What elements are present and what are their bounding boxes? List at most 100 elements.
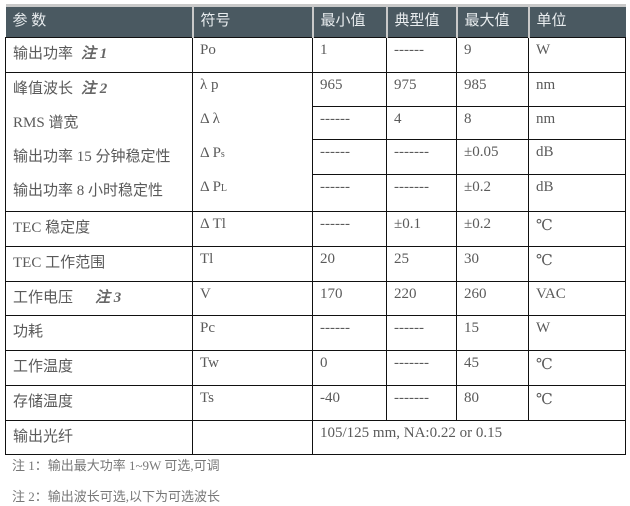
header-unit: 单位 <box>527 5 626 38</box>
max-cell: 30 <box>456 246 529 282</box>
param-group-cell: 峰值波长注 2 RMS 谱宽 输出功率 15 分钟稳定性 输出功率 8 小时稳定… <box>5 72 193 212</box>
param-cell: 工作电压 注 3 <box>5 281 193 316</box>
unit-cell: nm <box>528 105 626 141</box>
footnote-1: 注 1：输出最大功率 1~9W 可选,可调 <box>12 458 220 473</box>
symbol-subscript: L <box>220 183 228 194</box>
symbol-cell <box>192 420 313 455</box>
table-row: 功耗 Pc ------ ------ 15 W <box>5 315 626 351</box>
symbol-line: Δ λ <box>200 111 220 127</box>
typ-cell: ------ <box>386 37 457 73</box>
param-line: RMS 谱宽 <box>13 115 79 131</box>
symbol-subscript: s <box>220 149 225 160</box>
typ-cell: ------ <box>386 315 457 351</box>
header-symbol: 符号 <box>191 5 313 38</box>
max-cell: 80 <box>456 385 529 421</box>
symbol-cell: Tl <box>192 246 313 282</box>
min-cell: 20 <box>312 246 387 282</box>
symbol-text: Δ P <box>200 179 221 195</box>
typ-cell: ------- <box>386 350 457 386</box>
unit-cell: ℃ <box>528 350 626 386</box>
unit-cell: W <box>528 315 626 351</box>
max-cell: ±0.05 <box>456 139 529 176</box>
table-row: 峰值波长注 2 RMS 谱宽 输出功率 15 分钟稳定性 输出功率 8 小时稳定… <box>5 72 626 212</box>
unit-cell: dB <box>528 174 626 212</box>
table-row: TEC 工作范围 Tl 20 25 30 ℃ <box>5 246 626 282</box>
min-cell: 0 <box>312 350 387 386</box>
symbol-line: Δ Ps <box>194 141 312 175</box>
unit-cell: nm <box>528 72 626 107</box>
symbol-cell: Δ Tl <box>192 211 313 247</box>
min-cell: ------ <box>312 139 387 176</box>
table-row: 工作电压 注 3 V 170 220 260 VAC <box>5 281 626 316</box>
symbol-group-cell: λ p Δ λ Δ Ps Δ PL <box>192 72 313 212</box>
max-cell: 9 <box>456 37 529 73</box>
typ-cell: ------- <box>386 174 457 212</box>
header-typ: 典型值 <box>385 5 457 38</box>
header-max: 最大值 <box>455 5 529 38</box>
min-cell: ------ <box>312 315 387 351</box>
note-ref: 注 3 <box>95 290 122 306</box>
symbol-cell: Ts <box>192 385 313 421</box>
table-row: 输出功率注 1 Po 1 ------ 9 W <box>5 37 626 73</box>
param-label: 工作电压 <box>13 290 74 306</box>
max-cell: 260 <box>456 281 529 316</box>
table-row: ------ 4 8 nm <box>6 105 626 141</box>
min-cell: ------ <box>312 174 387 212</box>
max-cell: 985 <box>456 72 529 107</box>
symbol-cell: V <box>192 281 313 316</box>
max-cell: 15 <box>456 315 529 351</box>
max-cell: 45 <box>456 350 529 386</box>
min-cell: ------ <box>312 211 387 247</box>
unit-cell: ℃ <box>528 211 626 247</box>
header-param: 参 数 <box>5 5 193 38</box>
table-row: TEC 稳定度 Δ Tl ------ ±0.1 ±0.2 ℃ <box>5 211 626 247</box>
unit-cell: W <box>528 37 626 73</box>
param-cell: 工作温度 <box>5 350 193 386</box>
param-line: 输出功率 8 小时稳定性 <box>13 183 164 199</box>
typ-cell: 220 <box>386 281 457 316</box>
param-line: 输出功率 15 分钟稳定性 <box>13 149 171 165</box>
param-cell: 功耗 <box>5 315 193 351</box>
fiber-value-cell: 105/125 mm, NA:0.22 or 0.15 <box>312 420 626 455</box>
min-cell: 1 <box>312 37 387 73</box>
table-row: ------ ------- ±0.2 dB <box>6 174 626 212</box>
unit-cell: ℃ <box>528 385 626 421</box>
max-cell: 8 <box>456 105 529 141</box>
param-cell: TEC 稳定度 <box>5 211 193 247</box>
max-cell: ±0.2 <box>456 174 529 212</box>
param-cell: 存储温度 <box>5 385 193 421</box>
max-cell: ±0.2 <box>456 211 529 247</box>
symbol-cell: Tw <box>192 350 313 386</box>
symbol-line: λ p <box>200 77 219 93</box>
spec-table: 参 数 符号 最小值 典型值 最大值 单位 输出功率注 1 Po 1 -----… <box>5 4 626 455</box>
note-ref: 注 2 <box>81 81 108 97</box>
typ-cell: 975 <box>386 72 457 107</box>
param-cell: 输出光纤 <box>5 420 193 455</box>
param-label: 输出功率 <box>13 46 74 62</box>
symbol-cell: Po <box>192 37 313 73</box>
param-label: 峰值波长 <box>13 81 74 97</box>
symbol-text: Δ P <box>200 145 221 161</box>
table-row: 输出光纤 105/125 mm, NA:0.22 or 0.15 <box>5 420 626 455</box>
table-header: 参 数 符号 最小值 典型值 最大值 单位 <box>5 5 626 38</box>
footnote-2: 注 2：输出波长可选,以下为可选波长 <box>12 489 221 504</box>
header-min: 最小值 <box>311 5 387 38</box>
min-cell: 170 <box>312 281 387 316</box>
typ-cell: ±0.1 <box>386 211 457 247</box>
param-cell: TEC 工作范围 <box>5 246 193 282</box>
unit-cell: ℃ <box>528 246 626 282</box>
unit-cell: dB <box>528 139 626 176</box>
min-cell: 965 <box>312 72 387 107</box>
symbol-line: Δ PL <box>194 175 312 211</box>
param-line: 峰值波长注 2 <box>7 74 192 108</box>
note-ref: 注 1 <box>81 46 108 62</box>
typ-cell: ------- <box>386 139 457 176</box>
typ-cell: ------- <box>386 385 457 421</box>
symbol-cell: Pc <box>192 315 313 351</box>
table-row: ------ ------- ±0.05 dB <box>6 139 626 176</box>
table-row: 存储温度 Ts -40 ------- 80 ℃ <box>5 385 626 421</box>
table-row: 工作温度 Tw 0 ------- 45 ℃ <box>5 350 626 386</box>
min-cell: ------ <box>312 105 387 141</box>
param-cell: 输出功率注 1 <box>5 37 193 73</box>
min-cell: -40 <box>312 385 387 421</box>
